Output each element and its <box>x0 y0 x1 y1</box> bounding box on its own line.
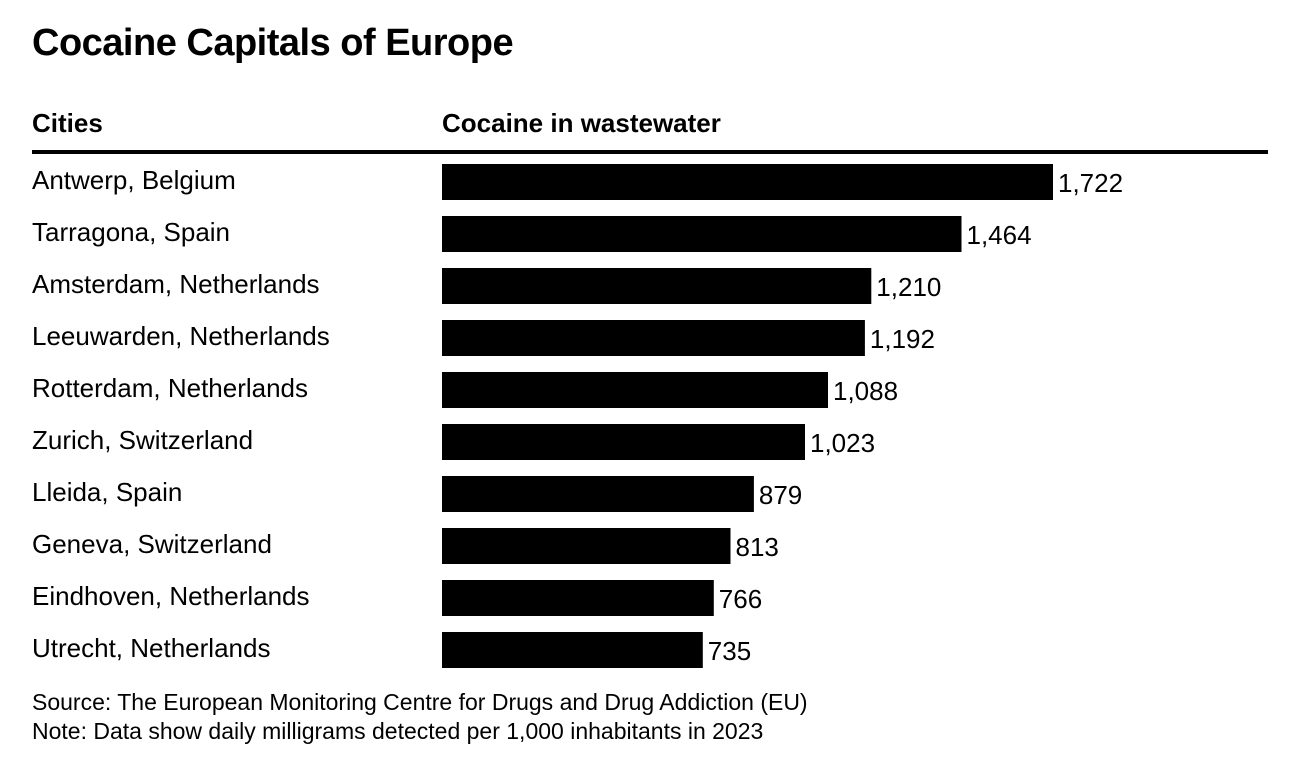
bar <box>442 476 754 512</box>
value-label: 879 <box>759 480 802 510</box>
metric-column-header: Cocaine in wastewater <box>442 108 721 138</box>
bar-chart: Antwerp, Belgium 1,722 Tarragona, Spain 1,4… <box>32 164 1123 668</box>
value-label: 735 <box>708 636 751 666</box>
value-label: 1,023 <box>810 428 875 458</box>
bar <box>442 320 865 356</box>
value-label: 1,464 <box>967 220 1032 250</box>
city-label: Tarragona, Spain <box>32 217 230 247</box>
city-label: Amsterdam, Netherlands <box>32 269 320 299</box>
city-label: Rotterdam, Netherlands <box>32 373 308 403</box>
cities-column-header: Cities <box>32 108 103 138</box>
data-note: Note: Data show daily milligrams detecte… <box>32 718 764 744</box>
chart-footer: Source: The European Monitoring Centre f… <box>32 688 808 746</box>
value-label: 1,210 <box>876 272 941 302</box>
value-label: 1,088 <box>833 376 898 406</box>
value-label: 813 <box>736 532 779 562</box>
bar <box>442 528 731 564</box>
header-divider <box>32 150 1268 154</box>
bar <box>442 632 703 668</box>
source-note: Source: The European Monitoring Centre f… <box>32 689 808 715</box>
city-label: Eindhoven, Netherlands <box>32 581 310 611</box>
bar <box>442 164 1053 200</box>
value-label: 1,192 <box>870 324 935 354</box>
city-label: Geneva, Switzerland <box>32 529 272 559</box>
bar <box>442 372 828 408</box>
value-label: 766 <box>719 584 762 614</box>
bar <box>442 580 714 616</box>
chart-title: Cocaine Capitals of Europe <box>32 22 514 64</box>
city-label: Leeuwarden, Netherlands <box>32 321 330 351</box>
value-label: 1,722 <box>1058 168 1123 198</box>
city-label: Utrecht, Netherlands <box>32 633 270 663</box>
city-label: Zurich, Switzerland <box>32 425 253 455</box>
bar <box>442 424 805 460</box>
bar <box>442 216 962 252</box>
city-label: Antwerp, Belgium <box>32 165 236 195</box>
city-label: Lleida, Spain <box>32 477 182 507</box>
bar <box>442 268 872 304</box>
